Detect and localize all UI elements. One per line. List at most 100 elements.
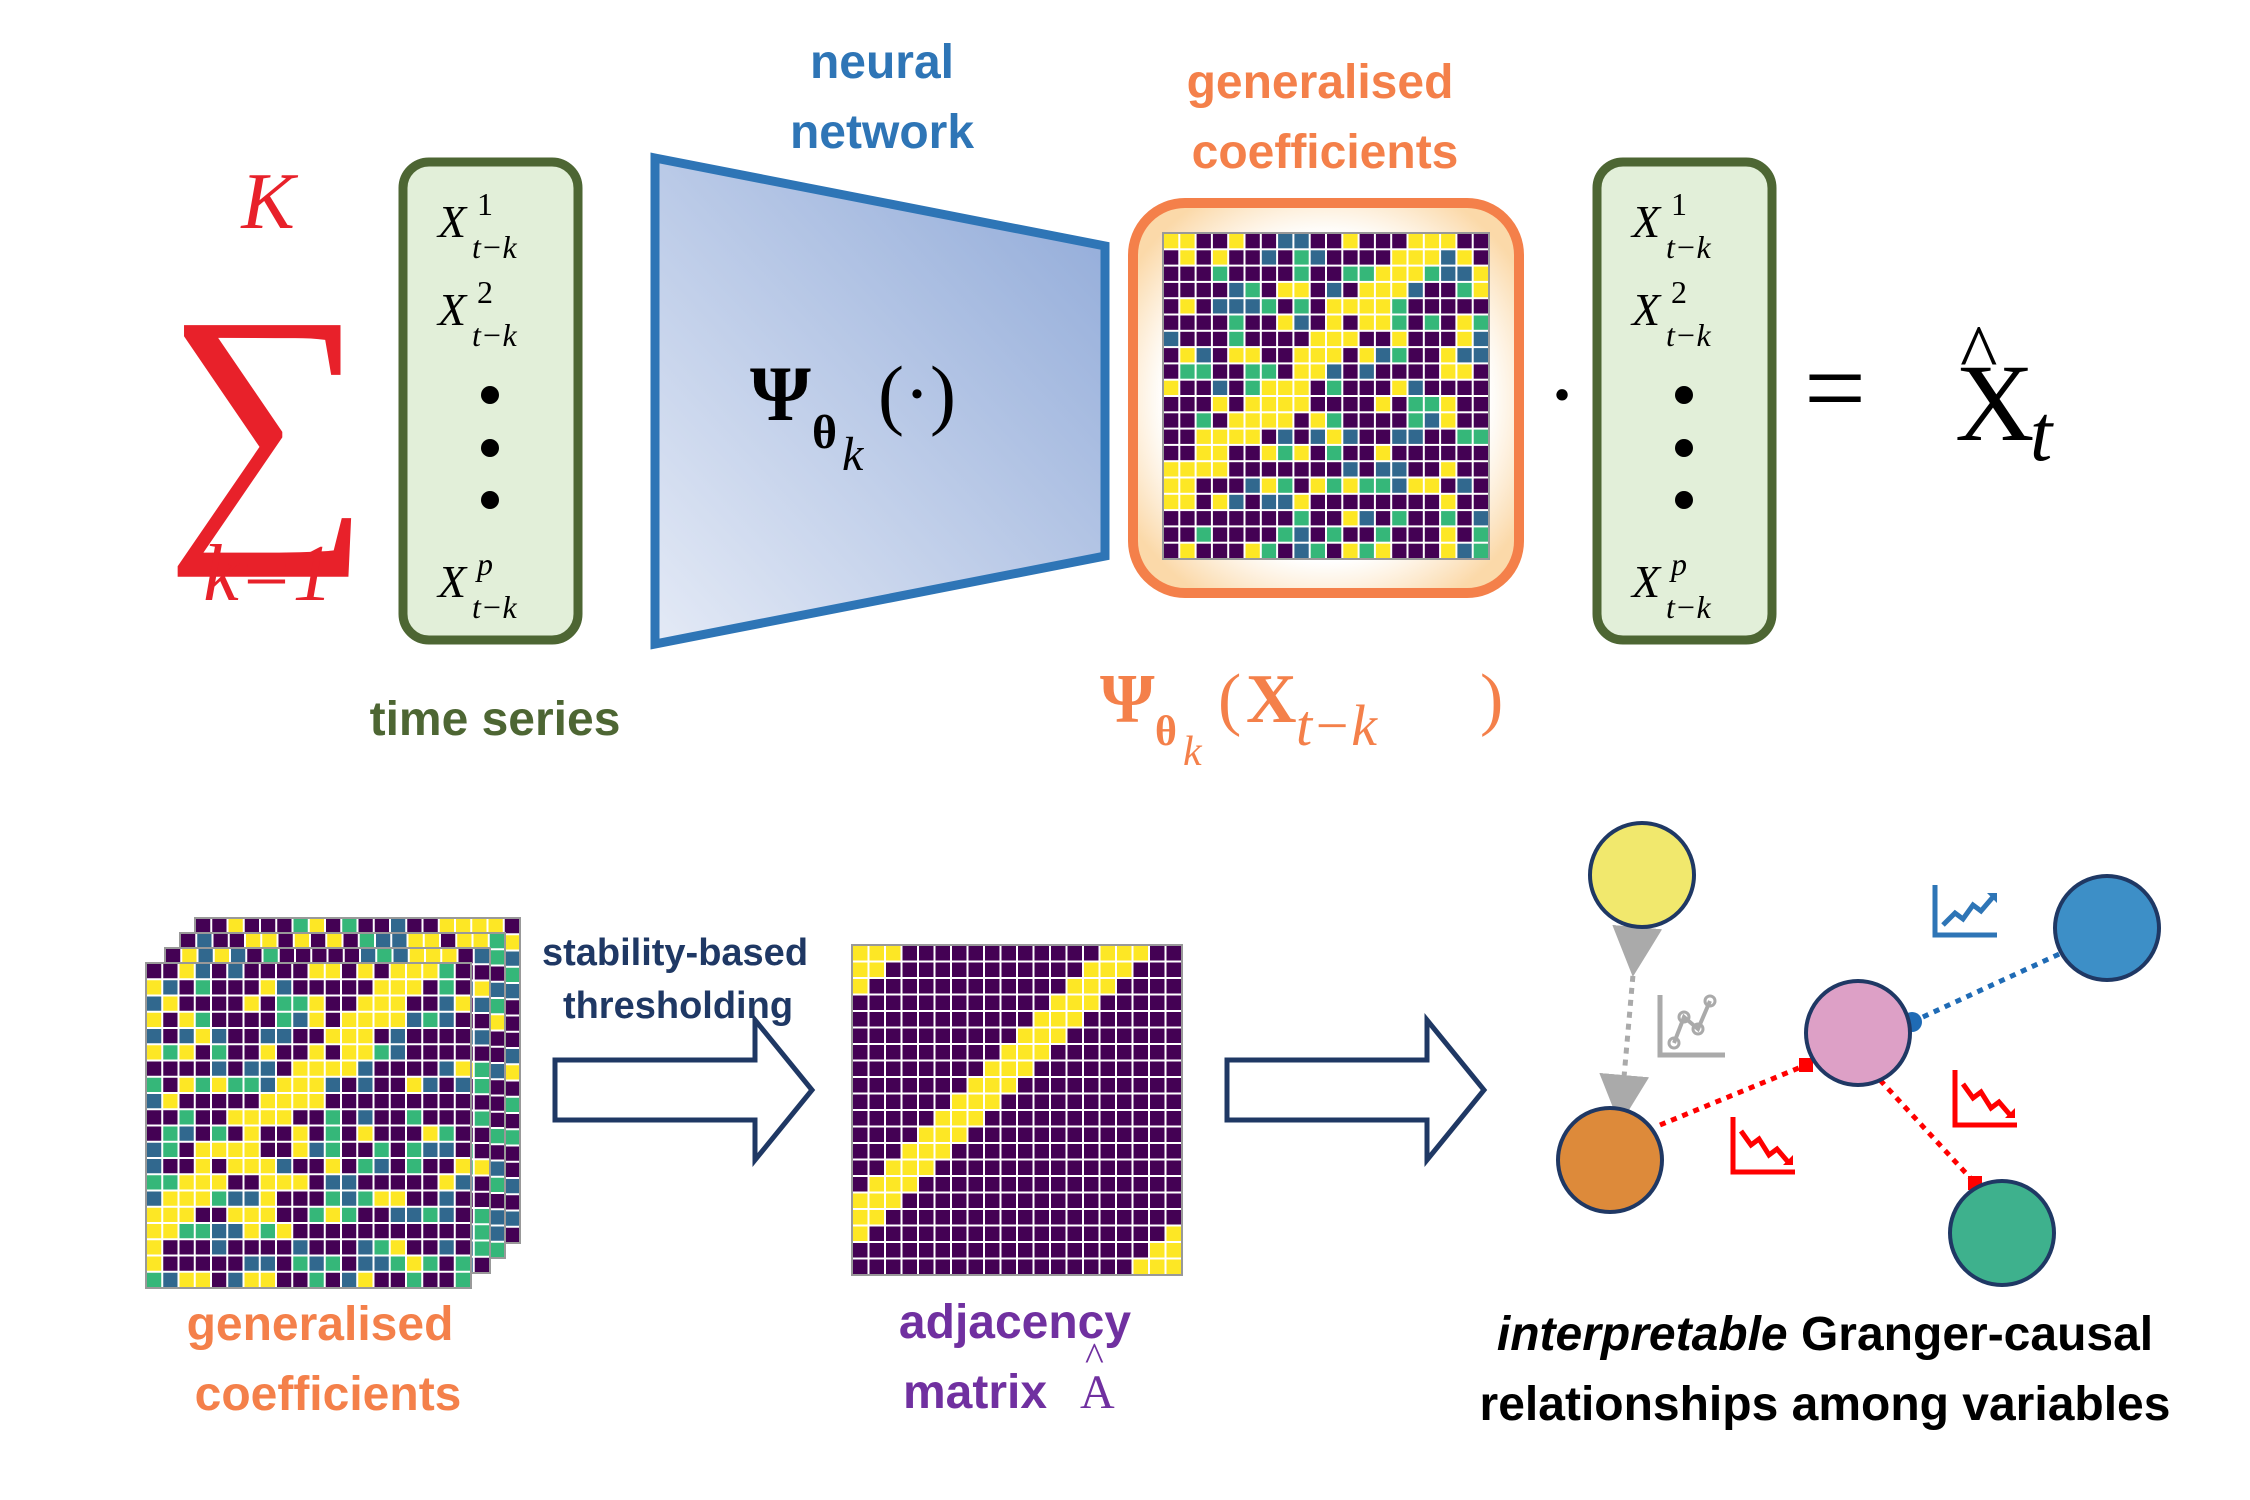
matrix-cell [853,962,868,977]
matrix-cell [952,1028,967,1043]
matrix-cell [902,1160,917,1175]
gc-label-top-line1: generalised [1187,56,1454,109]
matrix-cell [952,1012,967,1027]
matrix-cell [342,1224,357,1239]
matrix-cell [439,1207,454,1222]
matrix-cell [228,1224,243,1239]
matrix-cell [1164,299,1179,314]
matrix-cell [1457,250,1472,265]
matrix-cell [455,980,470,995]
matrix-cell [919,1160,934,1175]
matrix-cell [195,1012,210,1027]
matrix-cell [342,1045,357,1060]
svg-text:X: X [436,284,468,335]
matrix-cell [902,1243,917,1258]
matrix-cell [1100,1078,1115,1093]
matrix-cell [1424,445,1440,461]
matrix-cell [407,1029,422,1044]
matrix-cell [919,1028,934,1043]
matrix-cell [325,1045,340,1060]
matrix-cell [455,1224,470,1239]
matrix-cell [886,946,901,961]
svg-text:2: 2 [477,274,493,310]
matrix-cell [423,1256,438,1271]
matrix-cell [407,1224,422,1239]
matrix-cell [1117,1061,1132,1076]
matrix-cell [1343,527,1358,542]
matrix-cell [1327,250,1342,265]
matrix-cell [260,1224,275,1239]
matrix-cell [439,1012,454,1027]
result-label-line2: relationships among variables [1480,1378,2171,1431]
matrix-cell [1424,511,1440,526]
matrix-cell [1117,1259,1132,1274]
matrix-cell [1100,1160,1115,1175]
matrix-cell [342,996,357,1011]
matrix-cell [309,1012,324,1027]
matrix-cell [1164,445,1179,461]
matrix-cell [1229,282,1244,298]
matrix-cell [985,1045,1000,1060]
matrix-cell [1473,429,1488,444]
matrix-cell [985,1160,1000,1175]
matrix-cell [1310,331,1325,347]
matrix-cell [212,1175,227,1190]
matrix-cell [390,1256,405,1271]
matrix-cell [1034,1045,1049,1060]
matrix-cell [1100,1210,1115,1225]
matrix-cell [1408,250,1423,265]
matrix-cell [423,1077,438,1092]
matrix-cell [489,1096,504,1111]
matrix-cell [212,1272,227,1287]
matrix-cell [358,1110,373,1125]
matrix-cell [277,1256,292,1271]
matrix-cell [439,1126,454,1141]
matrix-cell [1359,364,1374,379]
matrix-cell [147,1256,162,1271]
matrix-cell [504,1211,519,1226]
matrix-cell [1196,478,1211,493]
matrix-cell [1278,266,1293,281]
matrix-cell [455,996,470,1011]
matrix-cell [196,919,211,934]
matrix-cell [853,1226,868,1241]
matrix-cell [262,934,277,949]
matrix-cell [1018,1226,1033,1241]
matrix-cell [504,1130,519,1145]
matrix-cell [1245,331,1260,347]
matrix-cell [853,1193,868,1208]
matrix-cell [1166,1094,1181,1109]
matrix-cell [1212,478,1228,493]
matrix-cell [985,1012,1000,1027]
matrix-cell [374,1045,389,1060]
matrix-cell [358,1272,373,1287]
matrix-cell [968,1259,983,1274]
matrix-cell [919,1144,934,1159]
matrix-cell [408,934,423,949]
matrix-cell [1457,234,1472,249]
matrix-cell [1166,995,1181,1010]
matrix-cell [195,1142,210,1157]
matrix-cell [1375,234,1391,249]
matrix-cell [1278,299,1293,314]
matrix-cell [261,919,276,934]
matrix-cell [455,1272,470,1287]
matrix-cell [1375,299,1391,314]
matrix-cell [1196,413,1211,428]
matrix-cell [1133,1061,1148,1076]
matrix-cell [1278,234,1293,249]
matrix-cell [423,1159,438,1174]
matrix-cell [147,1061,162,1076]
matrix-cell [260,1240,275,1255]
matrix-cell [407,1191,422,1206]
matrix-cell [212,1142,227,1157]
matrix-cell [244,1224,259,1239]
matrix-cell [1261,299,1277,314]
matrix-cell [1343,364,1358,379]
matrix-cell [246,934,261,949]
matrix-cell [439,1224,454,1239]
matrix-cell [919,946,934,961]
matrix-cell [1117,1012,1132,1027]
matrix-cell [407,1159,422,1174]
matrix-cell [489,1177,504,1192]
